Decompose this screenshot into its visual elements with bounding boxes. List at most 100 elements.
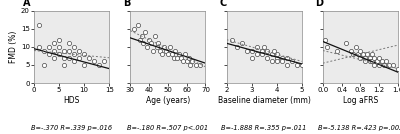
Point [153,46,160,48]
Point [101,60,107,62]
Point [174,57,180,59]
Point [278,60,285,62]
Point [264,49,270,52]
Point [322,39,328,41]
Point [274,60,280,62]
Point [150,49,156,52]
Point [159,53,166,55]
Point [56,53,62,55]
Point [371,57,378,59]
Point [238,42,245,44]
Point [187,64,194,66]
Point [357,49,364,52]
Point [71,53,77,55]
Point [36,46,42,48]
Point [381,64,387,66]
Point [197,64,203,66]
Point [76,49,82,52]
Point [385,64,392,66]
Point [376,64,382,66]
Point [144,46,150,48]
Point [350,53,356,55]
Point [343,42,350,44]
Point [170,57,177,59]
Point [165,53,171,55]
Point [138,35,145,37]
Point [134,24,141,26]
Point [61,57,67,59]
Point [180,60,186,62]
Point [56,46,62,48]
Point [278,57,285,59]
Point [284,57,290,59]
Point [140,42,147,44]
Point [374,60,380,62]
Point [258,53,265,55]
Point [288,60,295,62]
Point [352,46,359,48]
Point [357,57,364,59]
Point [66,49,72,52]
Point [163,49,169,52]
Point [360,53,366,55]
Point [366,57,373,59]
Point [233,46,240,48]
Point [274,53,280,55]
Point [324,46,331,48]
Point [155,42,162,44]
X-axis label: Age (years): Age (years) [146,96,190,105]
Point [96,64,102,66]
Point [228,39,235,41]
Point [148,42,154,44]
Point [243,49,250,52]
Point [66,57,72,59]
Y-axis label: FMD (%): FMD (%) [9,31,18,63]
Point [298,64,305,66]
Point [274,57,280,59]
Point [51,42,57,44]
Text: B: B [123,0,130,8]
Point [182,53,188,55]
Point [261,46,267,48]
Point [176,53,182,55]
Point [146,39,152,41]
Text: D: D [315,0,323,8]
Point [56,39,62,41]
Text: B=-1.888 R=.355 p=.011: B=-1.888 R=.355 p=.011 [222,125,307,131]
Point [168,53,175,55]
Point [46,46,52,48]
Text: B=-.370 R=.339 p=.016: B=-.370 R=.339 p=.016 [31,125,112,131]
Point [395,68,400,70]
Point [390,64,396,66]
Point [366,60,373,62]
X-axis label: HDS: HDS [64,96,80,105]
Point [383,60,390,62]
Point [294,64,300,66]
Point [81,64,87,66]
Point [41,49,47,52]
Point [185,57,192,59]
X-axis label: Baseline diameter (mm): Baseline diameter (mm) [218,96,310,105]
X-axis label: Log aFRS: Log aFRS [343,96,378,105]
Point [271,49,277,52]
Point [66,42,72,44]
Point [166,46,173,48]
Point [248,57,255,59]
Point [362,60,368,62]
Point [178,57,184,59]
Point [348,49,354,52]
Point [136,39,143,41]
Point [91,60,97,62]
Point [254,53,260,55]
Point [362,57,368,59]
Point [364,53,371,55]
Point [161,46,167,48]
Point [157,49,164,52]
Point [142,31,148,34]
Point [76,57,82,59]
Point [36,24,42,26]
Point [193,64,199,66]
Text: A: A [23,0,30,8]
Point [86,57,92,59]
Point [184,60,190,62]
